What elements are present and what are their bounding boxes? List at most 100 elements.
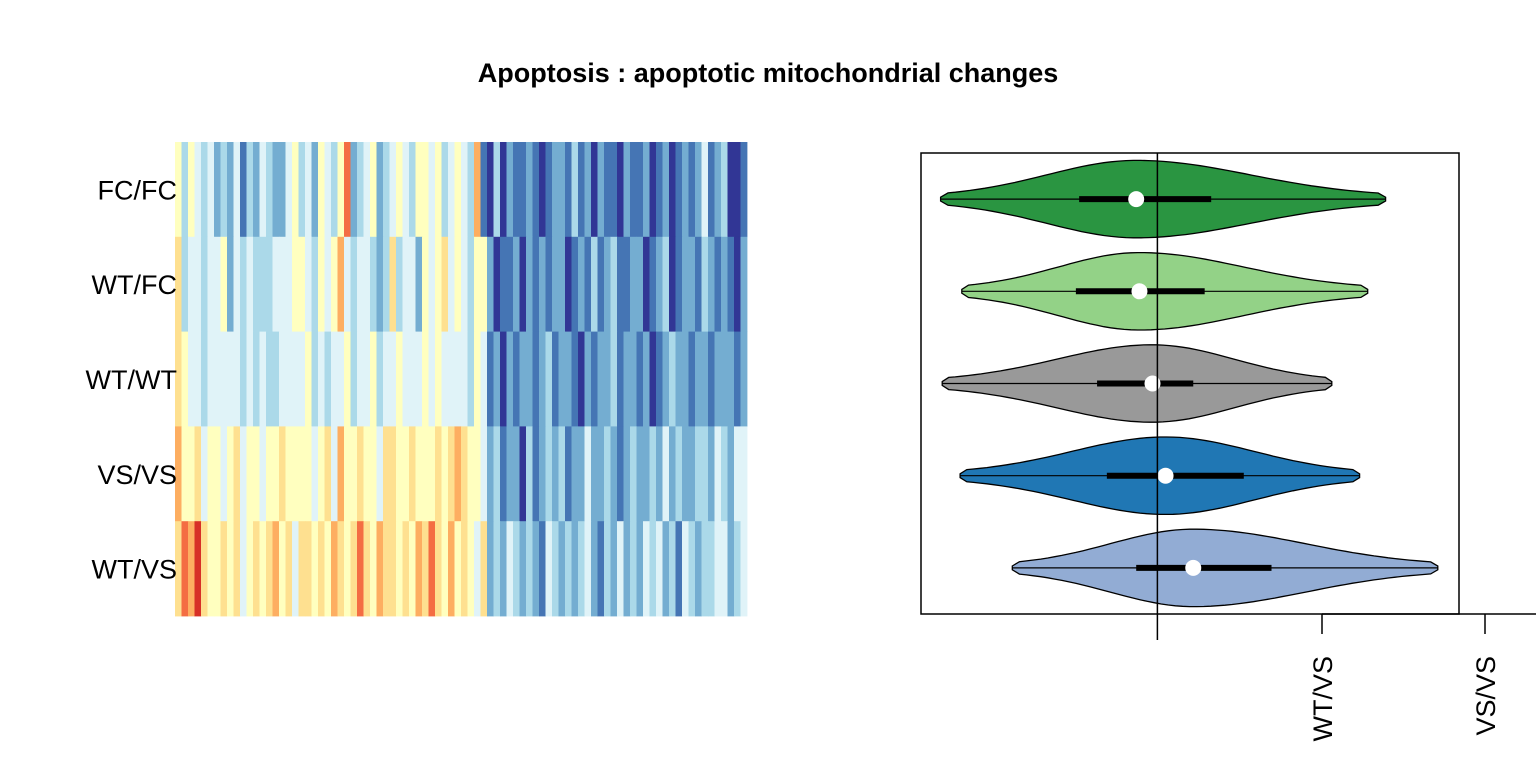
- heatmap-cell: [532, 426, 540, 522]
- heatmap-cell: [708, 142, 715, 238]
- heatmap-cell: [253, 142, 260, 238]
- heatmap-cell: [253, 236, 260, 332]
- heatmap-cell: [318, 142, 325, 238]
- heatmap-cell: [545, 331, 553, 427]
- heatmap-cell: [415, 142, 423, 238]
- heatmap-cell: [337, 236, 345, 332]
- heatmap-cell: [344, 142, 351, 238]
- heatmap-cell: [506, 331, 514, 427]
- heatmap-cell: [487, 521, 494, 617]
- heatmap-cell: [740, 331, 748, 427]
- heatmap-cell: [656, 236, 663, 332]
- heatmap-cell: [474, 236, 481, 332]
- heatmap-cell: [370, 426, 377, 522]
- heatmap-cell: [539, 426, 546, 522]
- heatmap-cell: [695, 521, 702, 617]
- heatmap-cell: [227, 426, 234, 522]
- heatmap-cell: [597, 426, 605, 522]
- heatmap-cell: [246, 142, 254, 238]
- heatmap-cell: [370, 236, 377, 332]
- heatmap-row-label: WT/WT: [86, 365, 177, 395]
- heatmap-cell: [428, 521, 436, 617]
- heatmap-cell: [285, 426, 293, 522]
- heatmap-cell: [214, 521, 221, 617]
- heatmap-cell: [513, 142, 520, 238]
- heatmap-cell: [623, 331, 631, 427]
- heatmap-cell: [266, 331, 273, 427]
- heatmap-cell: [324, 236, 332, 332]
- heatmap-cell: [350, 236, 358, 332]
- heatmap-cell: [272, 426, 280, 522]
- heatmap-cell: [539, 331, 546, 427]
- heatmap-cell: [357, 331, 364, 427]
- heatmap-cell: [513, 331, 520, 427]
- heatmap-cell: [519, 236, 527, 332]
- heatmap-cell: [623, 236, 631, 332]
- heatmap-cell: [428, 142, 436, 238]
- heatmap-cell: [448, 521, 455, 617]
- heatmap-cell: [591, 521, 598, 617]
- heatmap-cell: [389, 521, 397, 617]
- heatmap-cell: [636, 236, 644, 332]
- heatmap-cell: [331, 426, 338, 522]
- heatmap-cell: [500, 142, 507, 238]
- heatmap-cell: [285, 521, 293, 617]
- heatmap-cell: [409, 426, 416, 522]
- heatmap-cell: [714, 236, 722, 332]
- heatmap-cell: [467, 236, 475, 332]
- heatmap-cell: [591, 142, 598, 238]
- heatmap-cell: [175, 142, 182, 238]
- heatmap-cell: [402, 236, 410, 332]
- heatmap-cell: [740, 142, 748, 238]
- heatmap-cell: [415, 521, 423, 617]
- heatmap-cell: [207, 521, 215, 617]
- heatmap-cell: [610, 142, 618, 238]
- heatmap-cell: [305, 426, 312, 522]
- heatmap-cell: [636, 426, 644, 522]
- heatmap-cell: [734, 331, 741, 427]
- heatmap-cell: [188, 236, 195, 332]
- heatmap-cell: [259, 426, 267, 522]
- heatmap-cell: [740, 426, 748, 522]
- heatmap-cell: [422, 331, 429, 427]
- heatmap-cell: [604, 236, 611, 332]
- heatmap-cell: [207, 331, 215, 427]
- heatmap-cell: [565, 331, 572, 427]
- heatmap-cell: [337, 331, 345, 427]
- heatmap-cell: [500, 331, 507, 427]
- heatmap-cell: [311, 236, 319, 332]
- heatmap-cell: [298, 331, 306, 427]
- heatmap-cell: [292, 426, 299, 522]
- heatmap-cell: [688, 236, 696, 332]
- heatmap-cell: [708, 426, 715, 522]
- heatmap-cell: [487, 142, 494, 238]
- heatmap-cell: [422, 236, 429, 332]
- heatmap-cell: [214, 426, 221, 522]
- heatmap-cell: [214, 236, 221, 332]
- heatmap-cell: [448, 426, 455, 522]
- heatmap-cell: [623, 426, 631, 522]
- heatmap-cell: [649, 331, 657, 427]
- heatmap-cell: [370, 331, 377, 427]
- heatmap-cell: [227, 521, 234, 617]
- heatmap-cell: [604, 142, 611, 238]
- heatmap-cell: [194, 331, 202, 427]
- heatmap-cell: [214, 331, 221, 427]
- heatmap-cell: [584, 331, 592, 427]
- heatmap-cell: [428, 426, 436, 522]
- heatmap-row-label: VS/VS: [97, 460, 177, 490]
- heatmap-cell: [409, 331, 416, 427]
- heatmap-cell: [311, 331, 319, 427]
- violin-median-point: [1131, 283, 1148, 300]
- heatmap-cell: [409, 236, 416, 332]
- heatmap-cell: [526, 331, 533, 427]
- heatmap-cell: [292, 236, 299, 332]
- heatmap-cell: [708, 331, 715, 427]
- heatmap-cell: [565, 426, 572, 522]
- heatmap-cell: [318, 426, 325, 522]
- heatmap: [175, 142, 748, 617]
- heatmap-cell: [201, 521, 208, 617]
- heatmap-cell: [480, 236, 488, 332]
- heatmap-cell: [675, 331, 683, 427]
- axis-tick-label: WT/VS: [1308, 656, 1338, 742]
